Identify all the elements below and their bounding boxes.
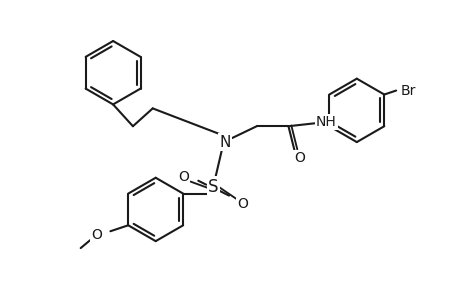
Text: S: S bbox=[207, 178, 218, 196]
Text: NH: NH bbox=[315, 115, 336, 129]
Text: O: O bbox=[91, 228, 102, 242]
Text: O: O bbox=[293, 151, 304, 165]
Text: O: O bbox=[237, 196, 248, 211]
Text: O: O bbox=[178, 170, 189, 184]
Text: N: N bbox=[219, 135, 230, 150]
Text: Br: Br bbox=[399, 84, 415, 98]
